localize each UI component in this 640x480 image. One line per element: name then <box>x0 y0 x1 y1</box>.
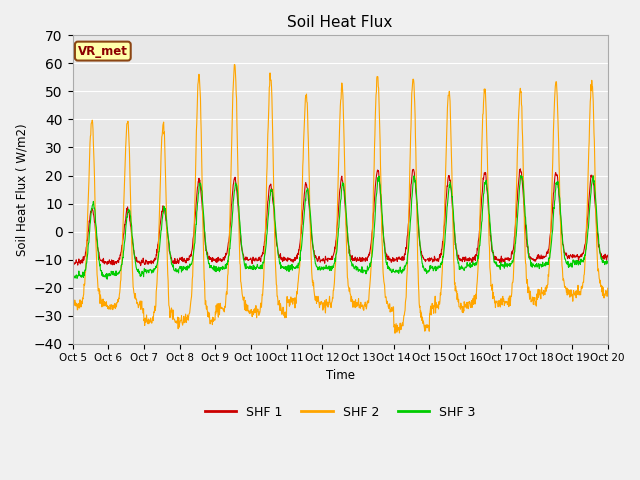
SHF 2 <box>248 310 255 315</box>
SHF 3 <box>175 266 183 272</box>
SHF 3 <box>248 265 255 271</box>
SHF 2 <box>231 61 239 67</box>
SHF 3 <box>103 276 111 282</box>
SHF 2 <box>424 322 431 328</box>
SHF 1 <box>175 260 183 265</box>
Line: SHF 2: SHF 2 <box>72 64 608 333</box>
SHF 2 <box>604 285 612 291</box>
SHF 1 <box>248 258 255 264</box>
SHF 1 <box>493 257 501 263</box>
Y-axis label: Soil Heat Flux ( W/m2): Soil Heat Flux ( W/m2) <box>15 123 28 256</box>
SHF 2 <box>188 293 195 299</box>
SHF 1 <box>516 166 524 172</box>
SHF 1 <box>541 253 548 259</box>
SHF 1 <box>68 259 76 265</box>
SHF 3 <box>493 262 501 268</box>
SHF 2 <box>391 330 399 336</box>
SHF 3 <box>517 173 525 179</box>
SHF 3 <box>604 260 612 266</box>
Text: VR_met: VR_met <box>78 45 128 58</box>
SHF 3 <box>68 273 76 279</box>
Legend: SHF 1, SHF 2, SHF 3: SHF 1, SHF 2, SHF 3 <box>200 401 481 424</box>
SHF 3 <box>188 260 196 265</box>
Title: Soil Heat Flux: Soil Heat Flux <box>287 15 393 30</box>
Line: SHF 1: SHF 1 <box>72 169 608 265</box>
SHF 1 <box>424 257 431 263</box>
X-axis label: Time: Time <box>326 369 355 382</box>
SHF 1 <box>137 263 145 268</box>
SHF 3 <box>424 268 431 274</box>
SHF 1 <box>188 248 196 253</box>
SHF 2 <box>541 292 548 298</box>
SHF 1 <box>604 252 612 258</box>
SHF 3 <box>541 261 548 266</box>
SHF 2 <box>494 301 502 307</box>
SHF 2 <box>175 315 182 321</box>
SHF 2 <box>68 300 76 306</box>
Line: SHF 3: SHF 3 <box>72 176 608 279</box>
